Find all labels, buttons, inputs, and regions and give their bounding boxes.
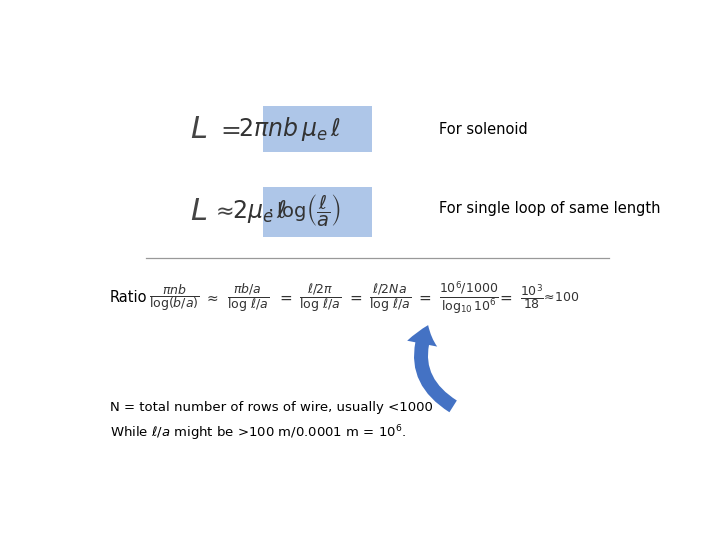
Text: $\dfrac{\ell/2Na}{\log\,\ell/a}$: $\dfrac{\ell/2Na}{\log\,\ell/a}$ bbox=[369, 281, 411, 314]
Text: $=$: $=$ bbox=[416, 290, 433, 305]
Text: $\dfrac{10^6/1000}{\log_{10}10^6}$: $\dfrac{10^6/1000}{\log_{10}10^6}$ bbox=[438, 279, 499, 316]
FancyBboxPatch shape bbox=[263, 187, 372, 238]
Text: N = total number of rows of wire, usually <1000: N = total number of rows of wire, usuall… bbox=[109, 401, 433, 414]
Text: For solenoid: For solenoid bbox=[438, 122, 528, 137]
Text: $\dfrac{\pi b/a}{\log\,\ell/a}$: $\dfrac{\pi b/a}{\log\,\ell/a}$ bbox=[227, 281, 269, 314]
Text: $\dfrac{\ell/2\pi}{\log\,\ell/a}$: $\dfrac{\ell/2\pi}{\log\,\ell/a}$ bbox=[300, 281, 341, 314]
Text: $\cdot\,\log\!\left(\dfrac{\ell}{a}\right)$: $\cdot\,\log\!\left(\dfrac{\ell}{a}\righ… bbox=[267, 193, 341, 229]
Text: $=$: $=$ bbox=[498, 290, 513, 305]
Text: $\mathit{L}$: $\mathit{L}$ bbox=[190, 195, 207, 227]
Text: $\dfrac{10^3}{18}\!\approx\!100$: $\dfrac{10^3}{18}\!\approx\!100$ bbox=[520, 283, 580, 313]
Text: While $\ell/a$ might be >100 m/0.0001 m = 10$^6$.: While $\ell/a$ might be >100 m/0.0001 m … bbox=[109, 423, 405, 443]
Text: For single loop of same length: For single loop of same length bbox=[438, 201, 660, 216]
Text: Ratio: Ratio bbox=[109, 290, 147, 305]
Text: $2\mu_e\,\ell$: $2\mu_e\,\ell$ bbox=[233, 198, 287, 225]
Text: $\dfrac{\pi nb}{\log(b/a)}$: $\dfrac{\pi nb}{\log(b/a)}$ bbox=[148, 282, 199, 313]
FancyBboxPatch shape bbox=[263, 106, 372, 152]
Text: $\approx$: $\approx$ bbox=[211, 201, 234, 221]
Text: $\mathit{L}$: $\mathit{L}$ bbox=[190, 114, 207, 145]
Text: $=$: $=$ bbox=[347, 290, 363, 305]
Text: $\approx$: $\approx$ bbox=[204, 291, 220, 305]
Text: $2\pi nb\,\mu_e\,\ell$: $2\pi nb\,\mu_e\,\ell$ bbox=[238, 115, 341, 143]
Text: $=$: $=$ bbox=[277, 290, 293, 305]
FancyArrowPatch shape bbox=[408, 325, 456, 412]
Text: $=$: $=$ bbox=[215, 117, 240, 141]
